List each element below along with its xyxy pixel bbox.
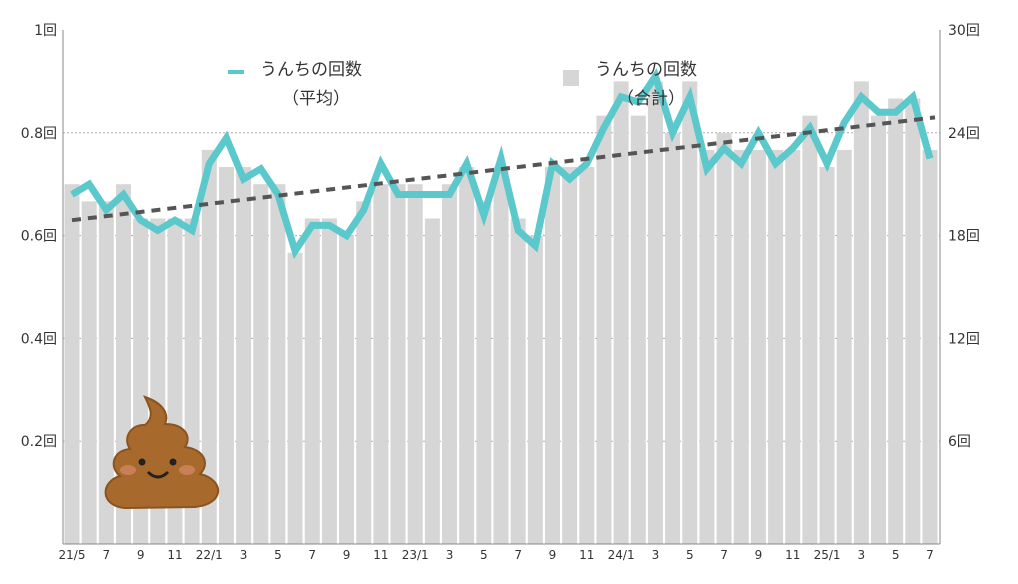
x-tick-label: 22/1 <box>196 548 223 562</box>
x-tick-label: 7 <box>926 548 934 562</box>
bar <box>647 81 663 545</box>
x-tick-label: 5 <box>480 548 488 562</box>
right-tick-label: 12回 <box>948 331 980 347</box>
bar <box>390 184 406 544</box>
bar <box>733 149 749 544</box>
bar <box>819 167 835 545</box>
bar <box>424 218 440 544</box>
bar <box>270 184 286 544</box>
bar <box>201 149 217 544</box>
bar <box>493 167 509 545</box>
bar <box>236 167 252 545</box>
bar <box>253 184 269 544</box>
x-tick-label: 5 <box>686 548 694 562</box>
bar <box>682 81 698 545</box>
bar <box>905 98 921 545</box>
left-tick-label: 0.2回 <box>21 434 57 450</box>
bar <box>407 184 423 544</box>
bar <box>442 184 458 544</box>
x-tick-label: 24/1 <box>608 548 635 562</box>
bar <box>888 98 904 545</box>
legend-bar-marker <box>563 70 579 86</box>
x-tick-label: 21/5 <box>59 548 86 562</box>
left-tick-label: 1回 <box>34 23 57 39</box>
right-tick-label: 24回 <box>948 126 980 142</box>
left-tick-label: 0.4回 <box>21 331 57 347</box>
bar <box>836 149 852 544</box>
bar <box>853 81 869 545</box>
x-tick-label: 25/1 <box>814 548 841 562</box>
bar <box>527 235 543 544</box>
x-tick-label: 5 <box>274 548 282 562</box>
bar <box>218 167 234 545</box>
x-tick-label: 11 <box>167 548 182 562</box>
bar <box>716 132 732 545</box>
legend-line-label: うんちの回数 <box>260 60 362 80</box>
bar <box>476 201 492 545</box>
bar <box>544 167 560 545</box>
bar <box>304 218 320 544</box>
bar <box>802 115 818 545</box>
bar <box>98 201 114 545</box>
bar <box>339 235 355 544</box>
legend-line-marker <box>228 62 258 82</box>
x-tick-label: 3 <box>446 548 454 562</box>
bar <box>81 201 97 545</box>
bar <box>596 115 612 545</box>
trendline <box>71 115 936 223</box>
bar <box>579 167 595 545</box>
x-tick-label: 9 <box>549 548 557 562</box>
bar <box>665 132 681 545</box>
x-tick-label: 5 <box>892 548 900 562</box>
bar <box>356 201 372 545</box>
legend-bar-label: うんちの回数 <box>595 60 697 80</box>
legend-line-sub: （平均） <box>282 89 350 109</box>
x-tick-label: 7 <box>308 548 316 562</box>
right-tick-label: 18回 <box>948 229 980 245</box>
left-tick-label: 0.6回 <box>21 229 57 245</box>
bar <box>373 184 389 544</box>
poop-icon <box>104 395 220 510</box>
x-tick-label: 7 <box>102 548 110 562</box>
bar <box>287 252 303 544</box>
bar <box>750 149 766 544</box>
x-tick-label: 11 <box>579 548 594 562</box>
x-tick-label: 9 <box>343 548 351 562</box>
left-tick-label: 0.8回 <box>21 126 57 142</box>
bar <box>321 218 337 544</box>
x-tick-label: 23/1 <box>402 548 429 562</box>
bar <box>459 167 475 545</box>
bar <box>871 115 887 545</box>
x-tick-label: 3 <box>652 548 660 562</box>
x-tick-label: 11 <box>373 548 388 562</box>
x-tick-label: 7 <box>720 548 728 562</box>
bar <box>768 149 784 544</box>
x-tick-label: 7 <box>514 548 522 562</box>
bar <box>785 149 801 544</box>
bar <box>510 218 526 544</box>
bar <box>699 149 715 544</box>
bar <box>630 115 646 545</box>
x-tick-label: 3 <box>240 548 248 562</box>
x-tick-label: 9 <box>137 548 145 562</box>
bar <box>922 149 938 544</box>
right-tick-label: 6回 <box>948 434 971 450</box>
bar <box>613 81 629 545</box>
legend-bar-sub: （合計） <box>617 89 685 109</box>
x-tick-label: 11 <box>785 548 800 562</box>
x-tick-label: 3 <box>858 548 866 562</box>
bar <box>64 184 80 544</box>
x-tick-label: 9 <box>755 548 763 562</box>
bar <box>562 167 578 545</box>
right-tick-label: 30回 <box>948 23 980 39</box>
